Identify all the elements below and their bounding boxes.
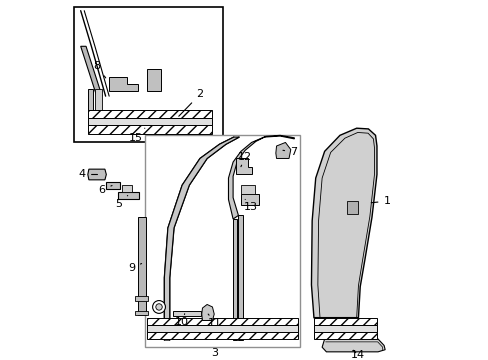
Polygon shape xyxy=(313,318,376,325)
Polygon shape xyxy=(238,215,243,340)
Polygon shape xyxy=(233,219,237,340)
Polygon shape xyxy=(146,69,161,91)
Polygon shape xyxy=(313,332,376,339)
Bar xyxy=(73,7,223,143)
Polygon shape xyxy=(146,318,297,325)
Polygon shape xyxy=(228,135,294,219)
Text: 6: 6 xyxy=(99,185,112,195)
Polygon shape xyxy=(95,89,102,117)
Polygon shape xyxy=(138,217,145,315)
Polygon shape xyxy=(311,128,376,318)
Text: 11: 11 xyxy=(208,314,222,328)
Polygon shape xyxy=(81,46,102,96)
Polygon shape xyxy=(313,325,376,332)
Circle shape xyxy=(156,304,162,310)
Circle shape xyxy=(152,301,165,313)
Polygon shape xyxy=(164,137,239,340)
Text: 10: 10 xyxy=(175,314,189,327)
Polygon shape xyxy=(202,305,214,320)
Polygon shape xyxy=(135,311,147,315)
Polygon shape xyxy=(146,325,297,332)
Polygon shape xyxy=(88,169,106,180)
Polygon shape xyxy=(235,158,251,175)
Polygon shape xyxy=(173,311,201,316)
Text: 13: 13 xyxy=(244,199,257,212)
Polygon shape xyxy=(275,143,290,158)
Polygon shape xyxy=(346,201,358,214)
Text: 3: 3 xyxy=(210,347,217,357)
Polygon shape xyxy=(241,194,258,205)
Text: 2: 2 xyxy=(179,89,203,116)
Text: 14: 14 xyxy=(350,350,364,360)
Polygon shape xyxy=(88,118,212,125)
Polygon shape xyxy=(88,125,212,134)
Text: 1: 1 xyxy=(370,196,389,206)
Bar xyxy=(144,135,299,347)
Polygon shape xyxy=(146,332,297,339)
Polygon shape xyxy=(118,192,139,199)
Polygon shape xyxy=(322,339,385,352)
Text: 7: 7 xyxy=(283,147,297,157)
Text: 12: 12 xyxy=(238,152,252,167)
Text: 5: 5 xyxy=(116,195,127,209)
Text: 15: 15 xyxy=(129,128,144,143)
Text: 9: 9 xyxy=(128,263,142,273)
Polygon shape xyxy=(88,89,93,117)
Text: 4: 4 xyxy=(79,170,97,180)
Polygon shape xyxy=(241,185,255,194)
Polygon shape xyxy=(135,296,147,301)
Polygon shape xyxy=(105,181,120,189)
Polygon shape xyxy=(122,185,132,192)
Polygon shape xyxy=(109,77,138,91)
Polygon shape xyxy=(88,111,212,118)
Text: 8: 8 xyxy=(93,61,105,78)
